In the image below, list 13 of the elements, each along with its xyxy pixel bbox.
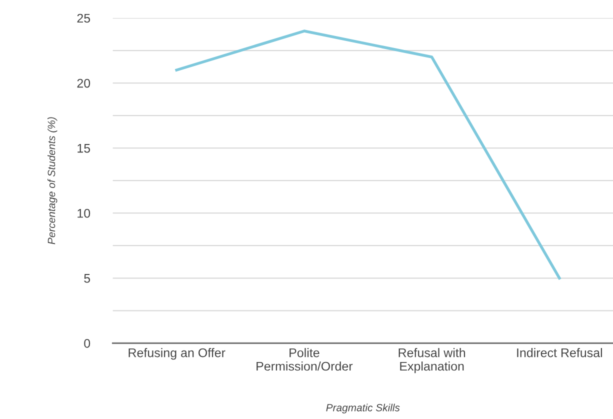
x-tick-label: Refusal with Explanation (398, 348, 466, 374)
y-axis-title: Percentage of Students (%) (48, 117, 58, 244)
x-axis-title: Pragmatic Skills (326, 404, 400, 414)
y-tick-label: 5 (84, 274, 90, 283)
x-tick-label: Refusing an Offer (128, 348, 226, 360)
y-tick-label: 10 (78, 208, 90, 218)
y-tick-label: 25 (77, 14, 90, 23)
y-tick-label: 0 (84, 338, 90, 348)
line-series (175, 30, 561, 280)
y-tick-label: 15 (78, 144, 90, 153)
y-tick-label: 20 (77, 78, 90, 88)
x-tick-label: Indirect Refusal (517, 348, 602, 358)
x-tick-label: Polite Permission/Order (256, 348, 353, 371)
